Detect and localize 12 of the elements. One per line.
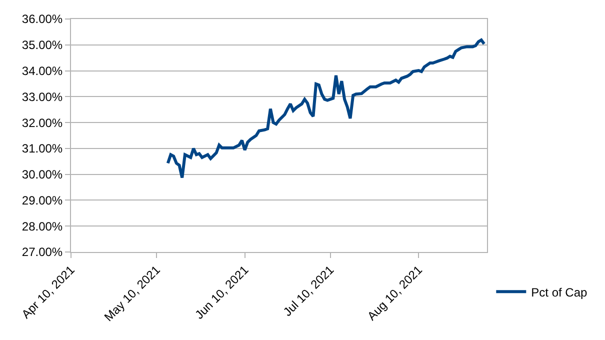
y-tick-label: 28.00% (22, 219, 63, 234)
y-tick-label: 29.00% (22, 193, 63, 208)
y-tick-label: 30.00% (22, 168, 63, 182)
line-series (166, 38, 486, 180)
y-tick-label: 32.00% (22, 116, 63, 130)
y-tick-label: 27.00% (22, 245, 63, 260)
y-tick-label: 35.00% (22, 38, 63, 52)
y-tick-label: 33.00% (22, 90, 63, 104)
y-tick-label: 36.00% (22, 12, 63, 26)
y-tick-label: 34.00% (22, 64, 63, 78)
legend-label: Pct of Cap (531, 285, 588, 300)
y-tick-label: 31.00% (22, 142, 63, 156)
